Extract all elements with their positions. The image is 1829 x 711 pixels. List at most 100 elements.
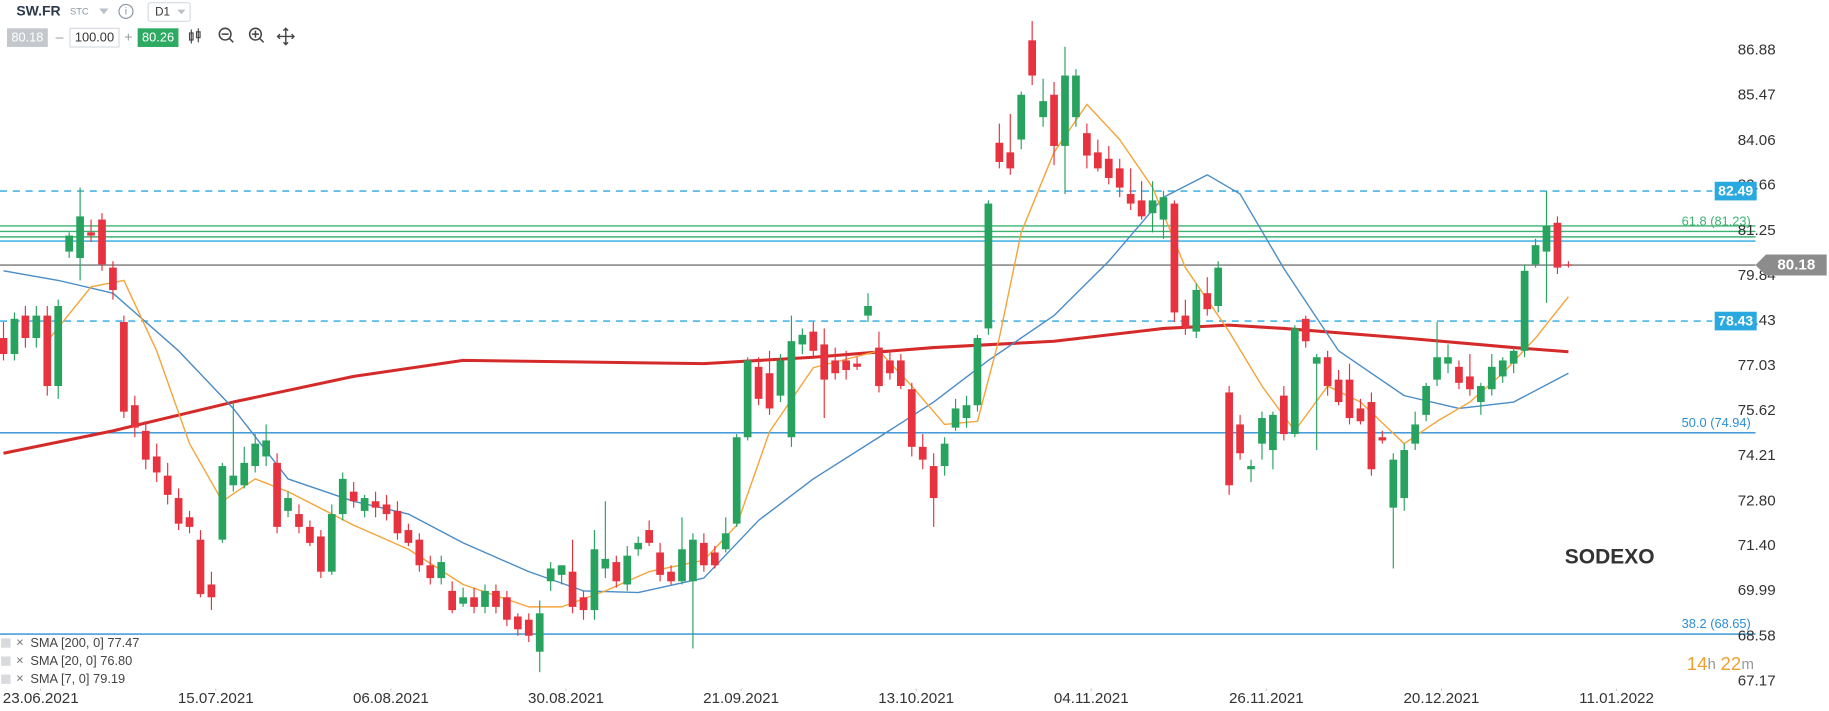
- interval-select[interactable]: [147, 2, 191, 22]
- candle-body: [1378, 437, 1387, 441]
- candle-body: [1225, 392, 1233, 486]
- x-tick-label: 04.11.2021: [1054, 690, 1129, 707]
- zoom-in-icon[interactable]: [248, 27, 265, 43]
- candle-body: [732, 437, 741, 524]
- minus-button[interactable]: –: [56, 28, 64, 44]
- candle-body: [1258, 418, 1266, 444]
- candle-body: [1531, 245, 1540, 265]
- y-tick-label: 86.88: [1738, 42, 1776, 59]
- candle-body: [1444, 357, 1452, 364]
- candle-body: [1422, 386, 1430, 415]
- plus-button[interactable]: +: [124, 28, 132, 44]
- candle-body: [864, 306, 872, 316]
- candle-body: [1247, 466, 1255, 470]
- candle-body: [152, 456, 161, 473]
- candle-body: [700, 542, 708, 566]
- candle-body: [1520, 270, 1529, 351]
- level-tag-label: 82.49: [1718, 182, 1753, 198]
- fib-label: 50.0 (74.94): [1682, 415, 1751, 430]
- candle-body: [1159, 197, 1168, 220]
- candle-body: [481, 590, 489, 607]
- candle-body: [459, 597, 467, 604]
- bid: 80.18: [11, 30, 43, 45]
- legend-remove: ×: [16, 653, 24, 668]
- candle-body: [689, 539, 697, 582]
- candle-body: [1072, 75, 1080, 118]
- ask-box[interactable]: [137, 28, 179, 47]
- candle-body: [1192, 290, 1201, 332]
- info-glyph: i: [125, 7, 127, 18]
- candle-body: [710, 552, 719, 566]
- symbol[interactable]: SW.FR: [16, 3, 60, 19]
- candle-body: [382, 504, 391, 515]
- candle-body: [1553, 222, 1562, 268]
- candle-body: [295, 514, 303, 527]
- fib-label: 61.8 (81.23): [1682, 213, 1751, 228]
- volume-input[interactable]: [69, 27, 120, 48]
- x-tick-label: 20.12.2021: [1404, 690, 1480, 707]
- candle-body: [185, 517, 194, 527]
- candle-body: [1323, 357, 1332, 387]
- candle-body: [1214, 267, 1223, 307]
- candle-body: [1137, 200, 1146, 217]
- legend-icon: [1, 656, 11, 666]
- candle-body: [1115, 168, 1124, 188]
- candle-body: [1170, 203, 1179, 313]
- candle-body: [1061, 75, 1069, 146]
- candle-body: [1433, 357, 1441, 380]
- ask: 80.26: [142, 30, 174, 45]
- candle-body: [130, 405, 139, 428]
- candle-body: [349, 491, 358, 502]
- candle-body: [513, 616, 522, 630]
- candle-body: [1203, 293, 1212, 310]
- candle-body: [612, 562, 621, 582]
- y-tick-label: 67.17: [1738, 672, 1776, 689]
- candle-body: [918, 446, 927, 460]
- candle-body: [634, 542, 643, 550]
- candle-body: [65, 235, 74, 252]
- candle-body: [907, 389, 916, 447]
- candle-body: [1017, 94, 1026, 140]
- level-tag-label: 78.43: [1718, 312, 1753, 328]
- candle-body: [678, 549, 686, 582]
- candle-body: [120, 322, 128, 412]
- candle-body: [1334, 379, 1343, 403]
- candle-body: [174, 498, 183, 524]
- symbol-dropdown[interactable]: [99, 8, 109, 15]
- candle-body: [765, 373, 774, 409]
- candle-body: [1367, 402, 1376, 470]
- candle-body: [940, 443, 949, 467]
- candle-body: [667, 571, 675, 582]
- candle-body: [1487, 366, 1496, 390]
- legend-remove: ×: [16, 634, 24, 649]
- pan-icon[interactable]: [276, 27, 295, 46]
- candle-body: [1498, 360, 1507, 377]
- info-icon[interactable]: [118, 3, 134, 19]
- zoom-out-icon[interactable]: [218, 27, 234, 43]
- candle-body: [787, 341, 796, 438]
- candle-body: [1104, 158, 1113, 178]
- candle-body: [240, 462, 249, 486]
- candle-body: [995, 142, 1004, 162]
- x-tick-label: 26.11.2021: [1229, 690, 1304, 707]
- countdown: 14h 22m: [1687, 653, 1754, 674]
- candle-body: [0, 338, 8, 355]
- candle-body: [1301, 318, 1310, 342]
- chart-type-icon[interactable]: [188, 28, 201, 44]
- candle-body: [1509, 350, 1518, 364]
- y-tick-label: 85.47: [1738, 87, 1776, 104]
- candle-body: [1280, 395, 1288, 435]
- candle-body: [721, 533, 730, 550]
- x-tick-label: 13.10.2021: [878, 690, 954, 707]
- bid-box[interactable]: [6, 28, 48, 47]
- candle-body: [503, 597, 511, 620]
- level-tag: [1714, 311, 1757, 331]
- candle-body: [645, 530, 654, 543]
- last-price-tag: [1755, 254, 1827, 276]
- candle-body: [1290, 328, 1299, 435]
- sma-line: [46, 103, 1569, 608]
- candle-body: [984, 203, 993, 329]
- candle-body: [1039, 101, 1047, 118]
- volume: 100.00: [75, 30, 114, 45]
